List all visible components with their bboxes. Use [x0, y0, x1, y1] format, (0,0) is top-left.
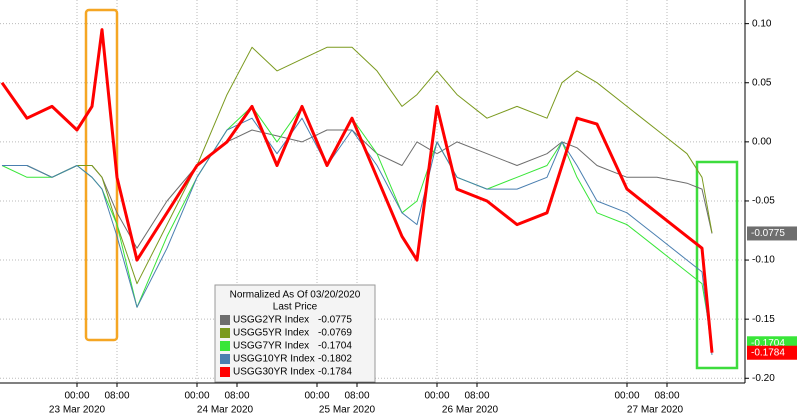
y-tick-label: 0.05 [752, 77, 772, 88]
series-line [2, 46, 713, 285]
y-tick-label: 0.00 [752, 136, 772, 147]
x-date-label: 27 Mar 2020 [627, 405, 684, 416]
x-tick-label: 00:00 [184, 391, 209, 402]
end-label: -0.0775 [751, 228, 785, 239]
end-label-box [747, 345, 797, 360]
legend-label: USGG2YR Index [233, 315, 309, 326]
legend-swatch [220, 354, 230, 364]
x-date-label: 23 Mar 2020 [49, 405, 106, 416]
legend-value: -0.1704 [318, 341, 352, 352]
x-tick-label: 08:00 [224, 391, 249, 402]
x-tick-label: 08:00 [344, 391, 369, 402]
legend-value: -0.0775 [318, 315, 352, 326]
x-tick-label: 00:00 [64, 391, 89, 402]
legend-value: -0.1802 [318, 354, 352, 365]
x-date-label: 25 Mar 2020 [319, 405, 376, 416]
y-tick-label: -0.20 [752, 373, 775, 384]
x-tick-label: 08:00 [654, 391, 679, 402]
legend-swatch [220, 367, 230, 377]
x-date-label: 24 Mar 2020 [197, 405, 254, 416]
legend-value: -0.0769 [318, 328, 352, 339]
y-tick-label: -0.05 [752, 196, 775, 207]
legend-box [214, 284, 376, 383]
y-tick-label: 0.10 [752, 18, 772, 29]
x-tick-label: 00:00 [614, 391, 639, 402]
end-label: -0.1784 [751, 347, 785, 358]
x-tick-label: 00:00 [304, 391, 329, 402]
legend-label: USGG10YR Index [233, 354, 315, 365]
x-date-label: 26 Mar 2020 [442, 405, 499, 416]
legend-value: -0.1784 [318, 367, 352, 378]
y-tick-label: -0.15 [752, 314, 775, 325]
legend-label: USGG5YR Index [233, 328, 309, 339]
highlight-box [84, 8, 119, 342]
end-label-box [747, 226, 797, 241]
series-line [2, 129, 713, 249]
x-tick-label: 00:00 [424, 391, 449, 402]
legend-swatch [220, 328, 230, 338]
x-tick-label: 08:00 [464, 391, 489, 402]
legend: Normalized As Of 03/20/2020 Last Price U… [214, 284, 376, 383]
series-line [1, 105, 713, 344]
legend-title: Normalized As Of 03/20/2020 [230, 290, 361, 301]
legend-label: USGG30YR Index [233, 367, 315, 378]
legend-label: USGG7YR Index [233, 341, 309, 352]
legend-swatch [220, 341, 230, 351]
y-tick-label: -0.10 [752, 255, 775, 266]
x-tick-label: 08:00 [104, 391, 129, 402]
legend-subtitle: Last Price [273, 302, 318, 313]
series-line [0, 28, 714, 353]
end-label: -0.1704 [751, 338, 785, 349]
highlight-box [695, 160, 739, 370]
legend-swatch [220, 315, 230, 325]
